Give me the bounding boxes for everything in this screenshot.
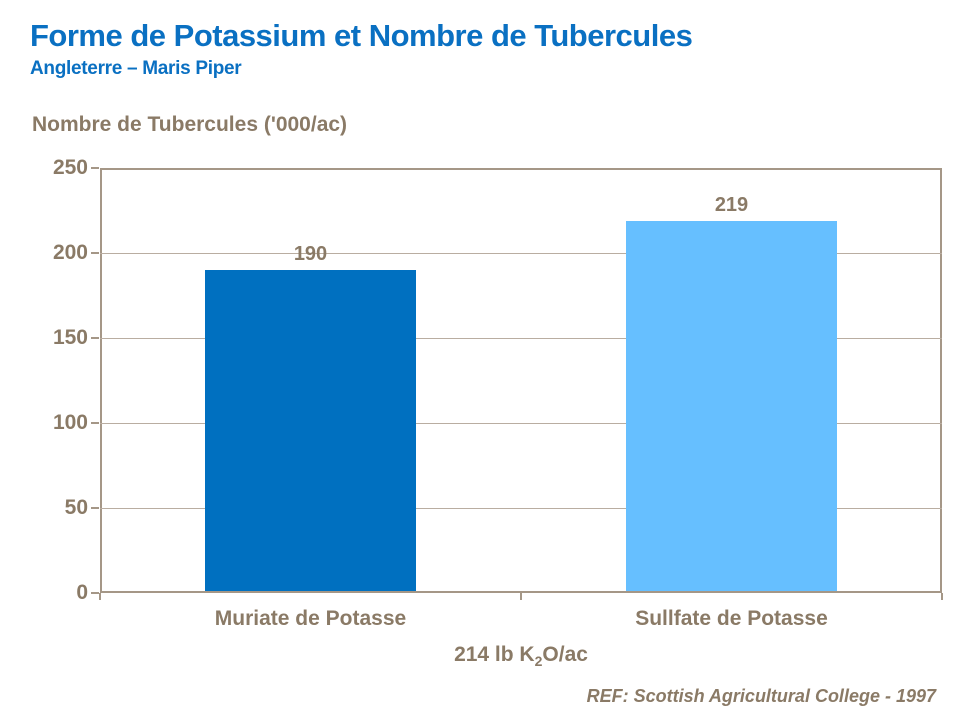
y-tick-mark-250: [91, 167, 99, 169]
y-tick-label-200: 200: [52, 241, 88, 264]
category-label-0: Muriate de Potasse: [214, 607, 407, 630]
y-tick-mark-200: [91, 252, 99, 254]
y-tick-mark-100: [91, 422, 99, 424]
page-subtitle: Angleterre – Maris Piper: [30, 58, 242, 79]
bar-value-label-0: 190: [293, 243, 328, 265]
y-tick-mark-50: [91, 507, 99, 509]
bar-value-label-1: 219: [714, 193, 749, 216]
x-axis-title-subscript: 2: [534, 653, 543, 670]
x-axis-title-suffix: O/ac: [542, 643, 588, 666]
y-tick-label-150: 150: [52, 326, 88, 349]
gridline-50: [100, 507, 942, 509]
y-axis-title: Nombre de Tubercules ('000/ac): [32, 113, 348, 136]
bar-muriate-de-potasse: [205, 270, 416, 591]
y-tick-label-50: 50: [64, 496, 88, 519]
reference-note: REF: Scottish Agricultural College - 199…: [586, 686, 936, 706]
x-tick-mark-1: [520, 593, 522, 600]
x-tick-mark-2: [941, 593, 943, 600]
y-tick-label-0: 0: [76, 581, 88, 604]
gridline-200: [100, 252, 942, 254]
x-tick-mark-0: [99, 593, 101, 600]
page-title: Forme de Potassium et Nombre de Tubercul…: [30, 18, 693, 53]
gridline-100: [100, 422, 942, 424]
x-axis-title-prefix: 214 lb K: [454, 643, 535, 666]
category-label-1: Sullfate de Potasse: [635, 607, 828, 630]
bar-sullfate-de-potasse: [626, 220, 837, 591]
y-tick-mark-150: [91, 337, 99, 339]
gridline-150: [100, 337, 942, 339]
y-tick-mark-0: [91, 592, 99, 594]
x-axis-title: 214 lb K2O/ac: [100, 643, 942, 669]
y-tick-label-250: 250: [52, 156, 88, 179]
y-tick-label-100: 100: [52, 411, 88, 434]
